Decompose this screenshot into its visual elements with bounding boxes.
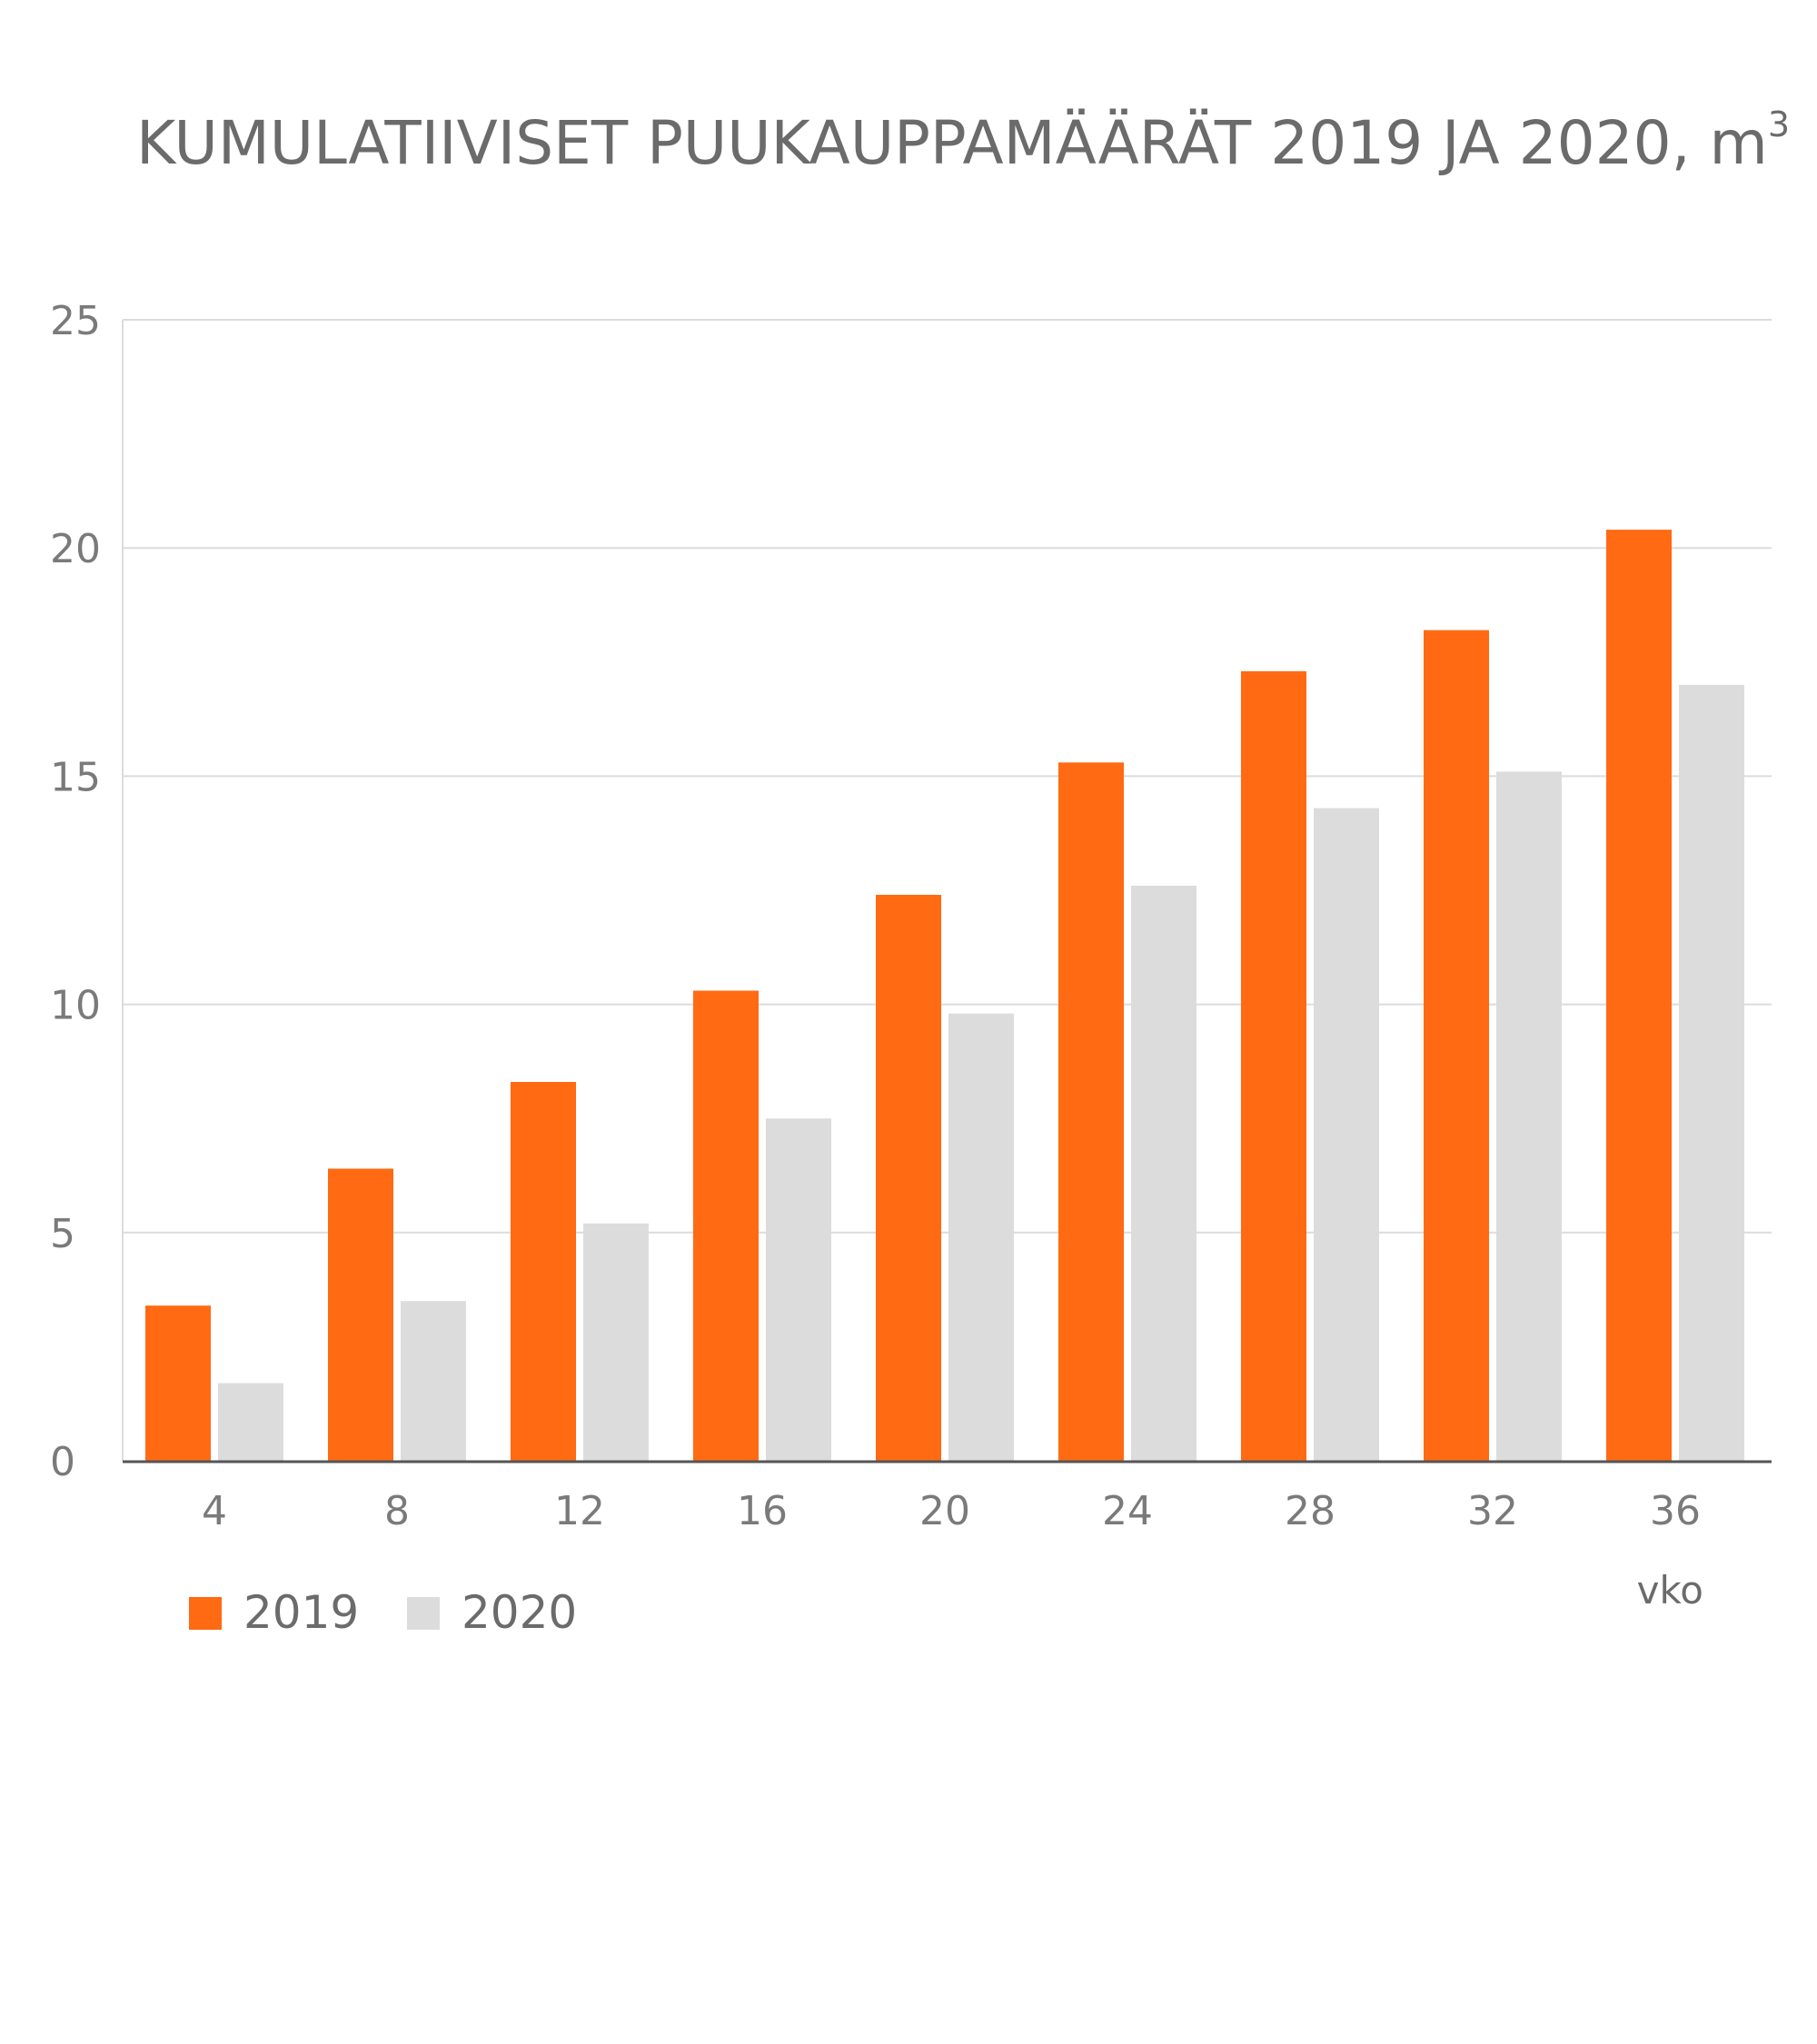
y-tick-label: 20 <box>50 526 101 572</box>
bar-2019-20 <box>876 895 941 1461</box>
bar-2020-16 <box>766 1118 831 1461</box>
legend-swatch-2019 <box>189 1597 222 1630</box>
y-tick-label: 0 <box>50 1439 75 1485</box>
y-tick-label: 10 <box>50 983 101 1029</box>
x-tick-label: 24 <box>1102 1488 1153 1534</box>
x-tick-label: 8 <box>384 1488 410 1534</box>
chart-title-superscript: 3 <box>1768 104 1790 144</box>
x-tick-label: 12 <box>554 1488 605 1534</box>
x-axis-label: vko <box>1637 1568 1703 1612</box>
bar-2020-4 <box>218 1383 283 1461</box>
x-tick-label: 16 <box>737 1488 788 1534</box>
y-axis-ticks: 0 5 10 15 20 25 <box>50 298 101 1485</box>
bar-2019-8 <box>328 1168 393 1461</box>
x-tick-label: 28 <box>1285 1488 1335 1534</box>
bar-2020-8 <box>401 1301 466 1461</box>
bar-2019-4 <box>145 1305 211 1461</box>
x-axis-ticks: 4 8 12 16 20 24 28 32 36 <box>202 1488 1701 1534</box>
bar-2019-36 <box>1606 530 1672 1461</box>
y-tick-label: 5 <box>50 1211 75 1257</box>
bar-2020-32 <box>1496 771 1562 1461</box>
bar-2019-24 <box>1058 762 1124 1461</box>
bar-2019-12 <box>511 1082 576 1461</box>
bar-2020-28 <box>1314 808 1379 1461</box>
y-tick-label: 25 <box>50 298 101 344</box>
legend-label-2020: 2020 <box>462 1586 577 1639</box>
bars <box>145 530 1744 1461</box>
legend: 2019 2020 <box>189 1586 577 1639</box>
chart-title: KUMULATIIVISET PUUKAUPPAMÄÄRÄT 2019 JA 2… <box>136 104 1790 178</box>
bar-2019-32 <box>1424 630 1489 1461</box>
chart-title-main: KUMULATIIVISET PUUKAUPPAMÄÄRÄT 2019 JA 2… <box>136 108 1768 178</box>
y-tick-label: 15 <box>50 754 101 800</box>
legend-swatch-2020 <box>407 1597 440 1630</box>
x-tick-label: 4 <box>202 1488 227 1534</box>
bar-2019-28 <box>1241 670 1306 1461</box>
x-tick-label: 32 <box>1467 1488 1518 1534</box>
legend-label-2019: 2019 <box>243 1586 359 1639</box>
bar-2020-36 <box>1679 684 1744 1461</box>
bar-2020-24 <box>1131 885 1196 1461</box>
bar-2020-20 <box>948 1013 1014 1461</box>
bar-2020-12 <box>583 1223 649 1461</box>
x-tick-label: 20 <box>919 1488 970 1534</box>
x-tick-label: 36 <box>1650 1488 1701 1534</box>
bar-2019-16 <box>693 990 759 1461</box>
